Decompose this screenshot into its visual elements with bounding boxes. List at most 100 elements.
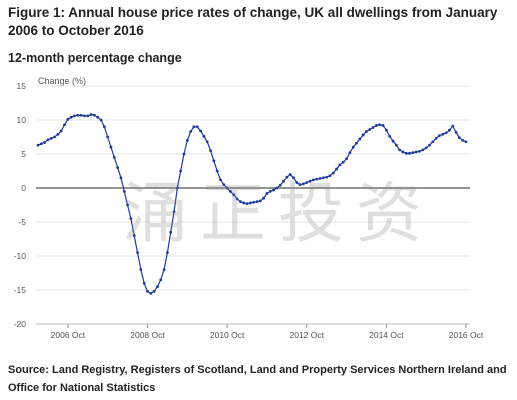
data-point (56, 132, 60, 136)
data-point (431, 140, 435, 144)
source-note: Source: Land Registry, Registers of Scot… (8, 364, 507, 394)
data-point (358, 137, 362, 141)
data-point (222, 183, 226, 187)
data-point (375, 124, 378, 127)
data-point (318, 177, 322, 180)
x-tick-label: 2006 Oct (51, 330, 86, 340)
y-tick-label: -5 (18, 217, 26, 227)
data-point (275, 186, 279, 190)
data-point (278, 183, 282, 187)
data-point (73, 114, 76, 118)
data-point (202, 134, 206, 138)
data-point (46, 138, 50, 142)
chart-subtitle: 12-month percentage change (8, 51, 182, 65)
data-point (238, 200, 242, 204)
data-point (401, 150, 405, 154)
data-point (394, 143, 398, 147)
data-point (325, 175, 329, 179)
data-point (99, 118, 103, 122)
data-point (272, 188, 275, 192)
data-point (76, 113, 80, 117)
data-point (69, 115, 73, 119)
data-point (86, 114, 90, 118)
data-point (262, 196, 266, 200)
y-tick-label: 5 (21, 149, 26, 159)
data-point (461, 139, 465, 142)
data-point (345, 157, 348, 161)
data-point (119, 176, 123, 180)
x-tick-label: 2014 Oct (369, 330, 404, 340)
data-point (169, 230, 173, 234)
data-point (182, 152, 186, 156)
data-point (285, 175, 289, 179)
data-point (418, 149, 421, 153)
data-point (126, 203, 129, 207)
data-point (109, 145, 113, 149)
data-point (258, 199, 262, 203)
y-tick-label: 15 (17, 81, 27, 91)
data-point (421, 148, 425, 152)
x-tick-label: 2012 Oct (289, 330, 324, 340)
data-point (384, 128, 388, 132)
data-point (378, 123, 382, 127)
chart-title: Figure 1: Annual house price rates of ch… (8, 5, 498, 38)
data-point (59, 129, 63, 133)
data-point (444, 131, 448, 135)
data-point (311, 178, 315, 182)
data-point (175, 186, 179, 190)
data-point (361, 133, 365, 137)
data-point (116, 166, 120, 170)
data-point (308, 179, 312, 183)
data-point (185, 139, 189, 142)
y-axis-ticks: 15 10 5 0 -5 -10 -15 -20 (14, 81, 27, 329)
data-point (441, 132, 445, 136)
x-tick-label: 2016 Oct (449, 330, 484, 340)
data-point (288, 173, 292, 176)
data-point (229, 190, 232, 193)
data-point (112, 156, 116, 159)
data-point (424, 146, 428, 150)
data-point (315, 177, 319, 181)
series-group (36, 113, 468, 295)
data-point (36, 143, 40, 147)
data-point (298, 183, 302, 187)
x-tick-label: 2008 Oct (130, 330, 165, 340)
data-point (159, 278, 163, 282)
data-point (321, 176, 325, 180)
data-point (179, 169, 183, 173)
data-point (156, 285, 159, 288)
data-point (129, 217, 133, 221)
gridlines (36, 85, 470, 325)
data-point (102, 125, 106, 129)
x-tick-label: 2010 Oct (210, 330, 245, 340)
data-point (132, 234, 136, 238)
data-point (235, 197, 239, 201)
data-point (302, 182, 305, 186)
data-point (205, 140, 209, 144)
data-point (464, 140, 468, 144)
data-point (371, 126, 375, 129)
data-point (199, 129, 202, 133)
data-point (391, 139, 395, 143)
data-point (172, 210, 176, 214)
data-point (351, 145, 355, 149)
data-point (265, 192, 269, 195)
data-point (136, 251, 139, 255)
data-point (83, 114, 86, 118)
data-point (328, 174, 332, 178)
y-tick-label: 10 (17, 115, 27, 125)
data-point (225, 186, 229, 190)
data-point (122, 190, 126, 193)
x-axis-ticks: 2006 Oct 2008 Oct 2010 Oct 2012 Oct 2014 Oct… (51, 324, 484, 340)
series-line (37, 113, 467, 295)
data-point (195, 125, 199, 129)
y-tick-label: -20 (14, 319, 27, 329)
data-point (142, 281, 146, 285)
data-point (43, 141, 47, 144)
data-point (39, 142, 43, 146)
data-point (192, 125, 196, 129)
data-point (166, 251, 169, 255)
y-tick-label: 0 (21, 183, 26, 193)
data-point (404, 151, 408, 155)
data-point (242, 201, 246, 205)
